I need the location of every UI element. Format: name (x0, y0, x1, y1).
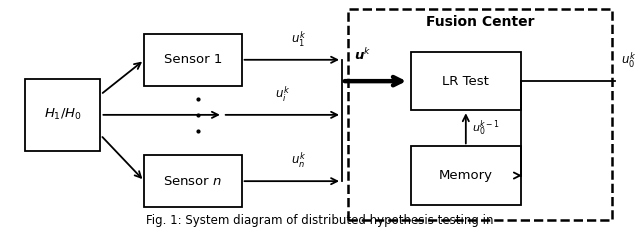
Bar (348, 9, 612, 221)
Bar (411, 146, 521, 205)
Text: $H_1/H_0$: $H_1/H_0$ (44, 107, 82, 123)
Text: $u_1^k$: $u_1^k$ (291, 29, 305, 49)
Text: Sensor $n$: Sensor $n$ (163, 175, 223, 188)
Text: Sensor 1: Sensor 1 (164, 53, 222, 66)
Bar (145, 34, 242, 86)
Bar (145, 155, 242, 207)
Bar (411, 52, 521, 110)
Text: $u_0^k$: $u_0^k$ (621, 50, 636, 70)
Text: Memory: Memory (439, 169, 493, 182)
Text: LR Test: LR Test (442, 75, 489, 88)
Text: $\boldsymbol{u}^k$: $\boldsymbol{u}^k$ (355, 47, 372, 63)
Text: $u_n^k$: $u_n^k$ (291, 150, 305, 170)
Bar (25, 79, 100, 151)
Text: Fusion Center: Fusion Center (426, 15, 534, 29)
Text: $u_0^{k-1}$: $u_0^{k-1}$ (472, 119, 500, 138)
Text: $u_i^k$: $u_i^k$ (275, 84, 290, 104)
Text: Fig. 1: System diagram of distributed hypothesis testing in: Fig. 1: System diagram of distributed hy… (147, 214, 493, 227)
